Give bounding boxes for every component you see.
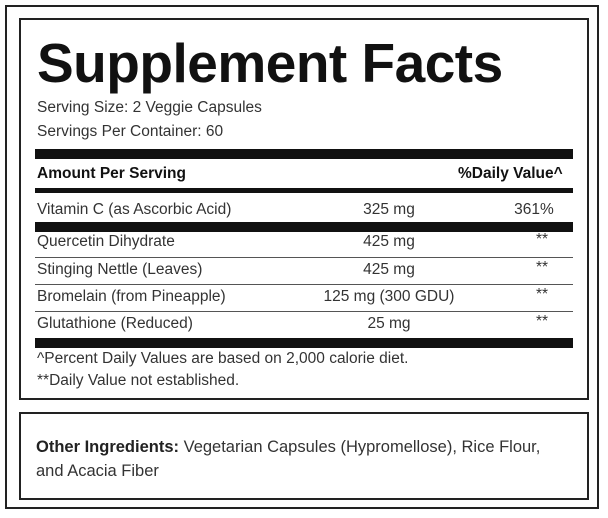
nutrient-amount: 25 mg [367, 315, 411, 332]
serving-size: Serving Size: 2 Veggie Capsules [37, 99, 262, 116]
nutrient-amount: 125 mg (300 GDU) [323, 288, 455, 305]
row-divider [35, 284, 573, 285]
nutrient-name: Glutathione (Reduced) [37, 315, 193, 332]
row-divider [35, 257, 573, 258]
other-ingredients-panel: Other Ingredients: Vegetarian Capsules (… [19, 412, 589, 500]
nutrient-name: Bromelain (from Pineapple) [37, 288, 226, 305]
footnote-percent-daily: ^Percent Daily Values are based on 2,000… [37, 350, 409, 367]
nutrient-daily-value: ** [535, 231, 549, 248]
thick-divider-middle [35, 222, 573, 232]
nutrient-daily-value: ** [535, 259, 549, 276]
supplement-facts-panel: Supplement Facts Serving Size: 2 Veggie … [19, 18, 589, 400]
thick-divider-bottom [35, 338, 573, 348]
thick-divider-top [35, 149, 573, 159]
nutrient-amount: 425 mg [363, 233, 415, 250]
row-divider [35, 311, 573, 312]
other-ingredients-list: Vegetarian Capsules (Hypromellose), Rice… [36, 438, 541, 480]
daily-value-header: %Daily Value^ [458, 165, 563, 182]
nutrient-name: Quercetin Dihydrate [37, 233, 175, 250]
nutrient-name: Stinging Nettle (Leaves) [37, 261, 203, 278]
label-outer-border [5, 5, 599, 509]
nutrient-daily-value: ** [535, 313, 549, 330]
panel-title: Supplement Facts [37, 32, 503, 94]
nutrient-amount: 425 mg [363, 261, 415, 278]
nutrient-name: Vitamin C (as Ascorbic Acid) [37, 201, 232, 218]
servings-per-container: Servings Per Container: 60 [37, 123, 224, 140]
amount-per-serving-header: Amount Per Serving [37, 165, 186, 182]
nutrient-daily-value: ** [535, 286, 549, 303]
footnote-not-established: **Daily Value not established. [37, 372, 240, 389]
nutrient-daily-value: 361% [514, 201, 554, 218]
other-ingredients-label: Other Ingredients: [36, 438, 180, 456]
nutrient-amount: 325 mg [363, 201, 415, 218]
other-ingredients-text: Other Ingredients: Vegetarian Capsules (… [36, 435, 566, 483]
medium-divider [35, 188, 573, 193]
